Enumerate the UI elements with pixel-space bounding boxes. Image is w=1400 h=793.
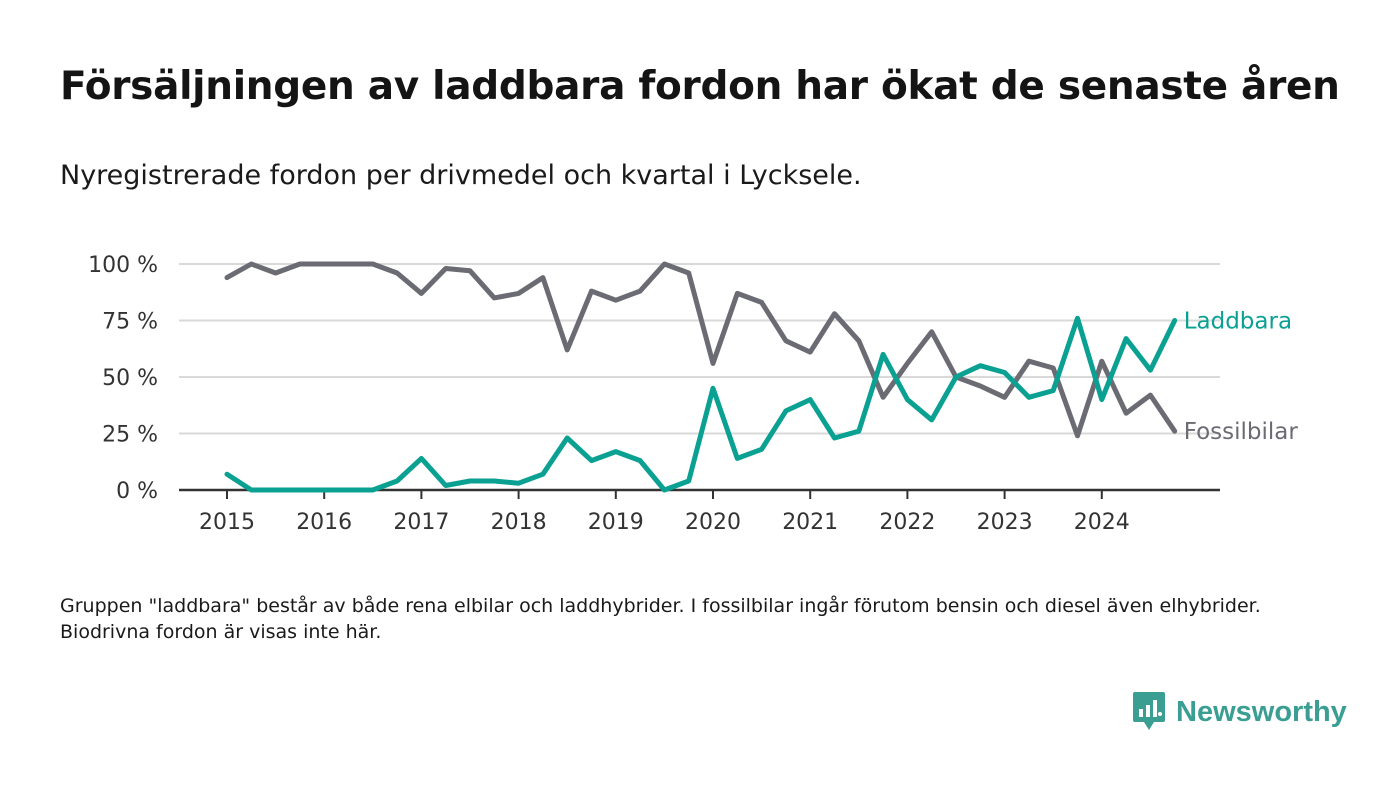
x-tick-label: 2018 [491, 510, 547, 535]
x-tick-label: 2020 [685, 510, 741, 535]
series-labels: Fossilbilar Laddbara [1184, 309, 1299, 446]
series-label-laddbara: Laddbara [1184, 309, 1292, 335]
x-tick-label: 2015 [199, 510, 255, 535]
series-label-fossilbilar: Fossilbilar [1184, 419, 1299, 445]
footnote: Gruppen "laddbara" består av både rena e… [60, 595, 1261, 643]
y-tick-label: 0 % [116, 479, 158, 504]
x-tick-label: 2021 [782, 510, 838, 535]
chart-subtitle: Nyregistrerade fordon per drivmedel och … [60, 160, 862, 191]
x-tick-label: 2023 [977, 510, 1033, 535]
x-tick-label: 2017 [393, 510, 449, 535]
series-line-laddbara [224, 315, 1178, 493]
line-chart: 0 %25 %50 %75 %100 % 2015 2016 2017 2018 201… [88, 253, 1299, 535]
x-tick-label: 2016 [296, 510, 352, 535]
series-lines [224, 261, 1178, 493]
x-tick-label: 2022 [879, 510, 935, 535]
chart-title: Försäljningen av laddbara fordon har öka… [60, 64, 1340, 109]
y-tick-label: 75 % [102, 310, 158, 335]
newsworthy-logo-icon [1133, 692, 1165, 730]
x-tick-label: 2024 [1074, 510, 1130, 535]
series-line-fossilbilar [224, 261, 1178, 439]
grid-lines [179, 263, 1220, 435]
y-axis-tick-labels: 0 % 25 % 50 % 75 % 100 % [88, 253, 158, 504]
y-tick-label: 100 % [88, 253, 158, 278]
brand-name: Newsworthy [1176, 695, 1347, 728]
x-axis: 2015 2016 2017 2018 2019 2020 2021 2022 2023 2024 [179, 488, 1220, 535]
brand-logo[interactable]: Newsworthy [1132, 690, 1347, 734]
y-tick-label: 25 % [102, 423, 158, 448]
x-tick-label: 2019 [588, 510, 644, 535]
y-tick-label: 50 % [102, 366, 158, 391]
